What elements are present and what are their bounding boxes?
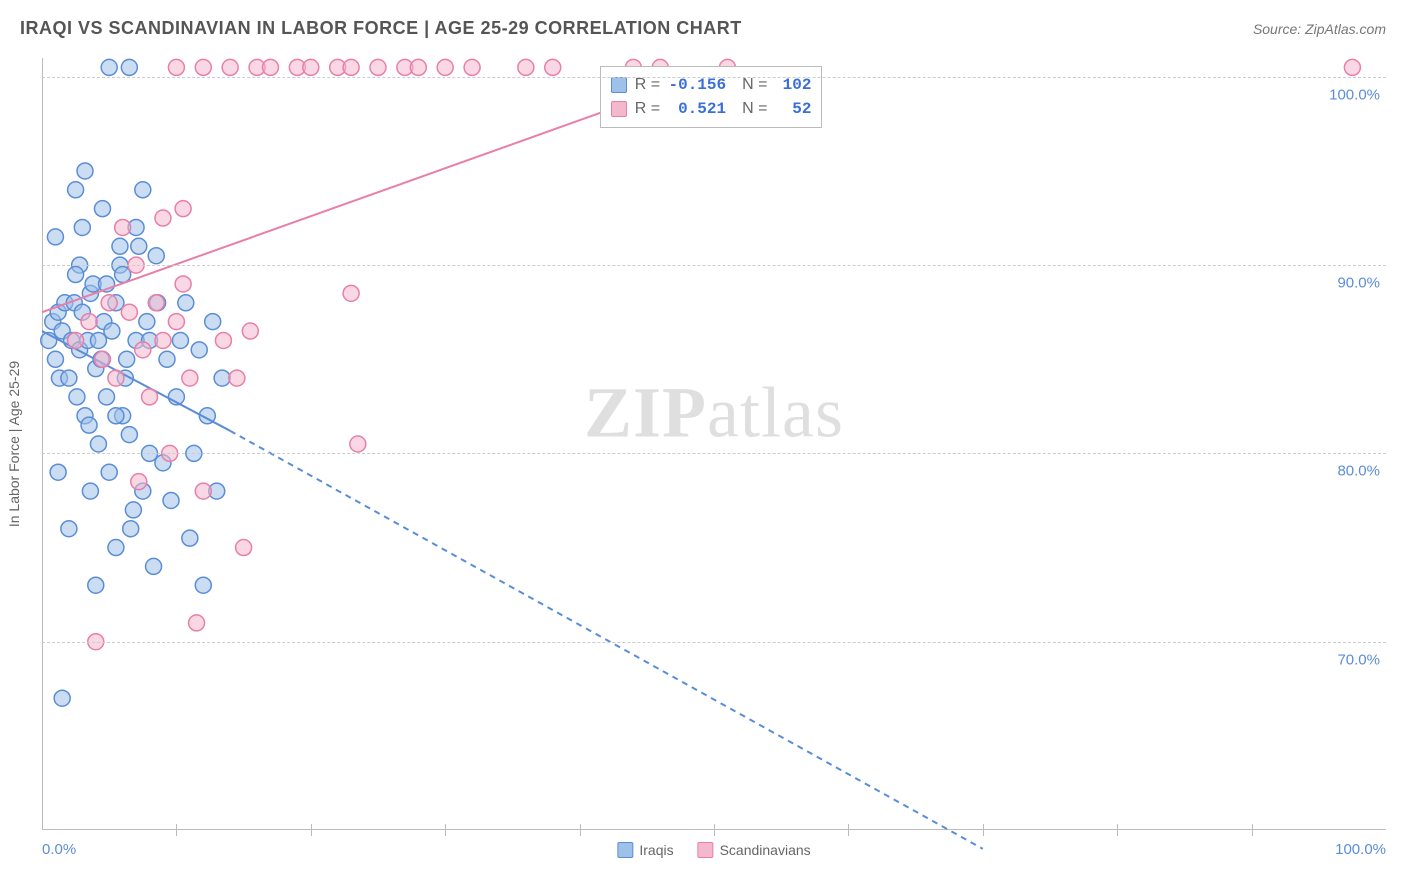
plot-svg [42, 58, 1386, 830]
stat-n-label: N = [742, 100, 767, 118]
legend-label: Iraqis [639, 842, 673, 858]
x-tick [580, 824, 581, 836]
legend-swatch [617, 842, 633, 858]
source-attribution: Source: ZipAtlas.com [1253, 21, 1386, 37]
series-swatch [611, 77, 627, 93]
stat-r-value: 0.521 [668, 100, 726, 118]
x-tick [1117, 824, 1118, 836]
gridline [42, 453, 1386, 454]
chart-area: In Labor Force | Age 25-29 ZIPatlas R =-… [42, 58, 1386, 830]
x-tick-max: 100.0% [1335, 841, 1386, 858]
legend-item: Scandinavians [698, 842, 811, 858]
stat-r-value: -0.156 [668, 76, 726, 94]
y-tick-label: 80.0% [1310, 463, 1380, 480]
legend-item: Iraqis [617, 842, 673, 858]
x-tick-min: 0.0% [42, 841, 76, 858]
gridline [42, 642, 1386, 643]
chart-container: IRAQI VS SCANDINAVIAN IN LABOR FORCE | A… [0, 0, 1406, 892]
stat-r-label: R = [635, 100, 660, 118]
series-swatch [611, 101, 627, 117]
title-row: IRAQI VS SCANDINAVIAN IN LABOR FORCE | A… [20, 18, 1386, 39]
series-legend: Iraqis Scandinavians [617, 842, 810, 858]
legend-label: Scandinavians [720, 842, 811, 858]
x-tick [311, 824, 312, 836]
y-tick-label: 90.0% [1310, 275, 1380, 292]
x-tick [983, 824, 984, 836]
gridline [42, 77, 1386, 78]
x-tick [445, 824, 446, 836]
stat-n-value: 52 [775, 100, 811, 118]
stat-r-label: R = [635, 76, 660, 94]
stats-row: R = 0.521 N = 52 [611, 97, 812, 121]
y-tick-label: 70.0% [1310, 651, 1380, 668]
x-tick [714, 824, 715, 836]
stat-n-label: N = [742, 76, 767, 94]
stats-box: R = -0.156 N = 102 R = 0.521 N = 52 [600, 66, 823, 128]
y-axis-label: In Labor Force | Age 25-29 [6, 361, 22, 527]
x-tick [1252, 824, 1253, 836]
stat-n-value: 102 [775, 76, 811, 94]
gridline [42, 265, 1386, 266]
chart-title: IRAQI VS SCANDINAVIAN IN LABOR FORCE | A… [20, 18, 742, 39]
x-tick [176, 824, 177, 836]
x-tick [848, 824, 849, 836]
y-tick-label: 100.0% [1310, 86, 1380, 103]
legend-swatch [698, 842, 714, 858]
